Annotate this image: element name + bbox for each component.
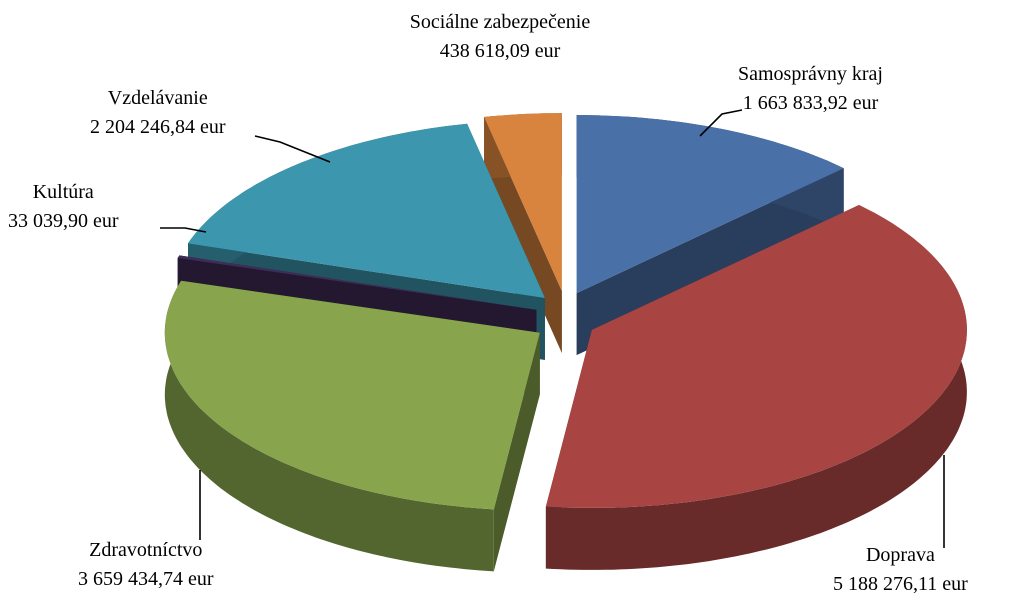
slice	[545, 205, 967, 508]
slice-label: Samosprávny kraj 1 663 833,92 eur	[738, 60, 883, 118]
category-label: Zdravotníctvo	[89, 539, 203, 561]
category-label: Vzdelávanie	[107, 87, 208, 109]
value-label: 33 039,90 eur	[8, 210, 119, 232]
slice-label: Zdravotníctvo 3 659 434,74 eur	[78, 536, 214, 594]
value-label: 1 663 833,92 eur	[742, 92, 879, 114]
slice-label: Sociálne zabezpečenie 438 618,09 eur	[400, 8, 600, 66]
slice-label: Doprava 5 188 276,11 eur	[833, 541, 968, 599]
value-label: 438 618,09 eur	[439, 40, 561, 62]
value-label: 5 188 276,11 eur	[833, 573, 968, 595]
slice-side	[164, 280, 494, 572]
category-label: Kultúra	[32, 181, 94, 203]
leader-line	[160, 227, 207, 233]
slice	[576, 115, 844, 294]
category-label: Doprava	[865, 544, 935, 566]
slice	[188, 123, 545, 298]
category-label: Samosprávny kraj	[738, 63, 883, 85]
slice-side	[545, 205, 967, 570]
slice	[484, 113, 562, 292]
leader-line	[699, 109, 743, 137]
value-label: 2 204 246,84 eur	[90, 116, 226, 138]
leader-line	[254, 135, 331, 163]
slice-label: Kultúra 33 039,90 eur	[8, 178, 119, 236]
slice	[164, 280, 540, 510]
slice-label: Vzdelávanie 2 204 246,84 eur	[90, 84, 226, 142]
category-label: Sociálne zabezpečenie	[409, 11, 591, 33]
leader-lines	[160, 109, 945, 548]
slice	[177, 255, 537, 310]
value-label: 3 659 434,74 eur	[78, 568, 214, 590]
